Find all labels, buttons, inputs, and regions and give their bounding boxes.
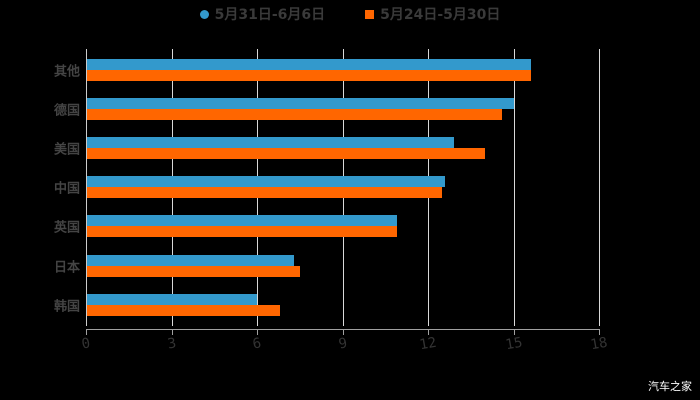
bar-current[interactable] — [87, 176, 446, 188]
category-label: 其他 — [53, 64, 80, 79]
gridline — [514, 49, 515, 326]
category-label: 英国 — [53, 220, 80, 236]
category-label: 德国 — [53, 103, 80, 119]
bar-previous[interactable] — [87, 108, 503, 120]
x-tick-label: 9 — [337, 335, 349, 353]
x-tick-label: 15 — [504, 334, 524, 354]
x-tick — [514, 329, 515, 335]
y-axis-line — [86, 49, 87, 326]
x-tick-label: 0 — [80, 335, 92, 353]
x-tick — [343, 329, 344, 335]
bar-current[interactable] — [87, 215, 397, 227]
x-tick-label: 3 — [166, 335, 178, 353]
x-tick — [86, 329, 87, 335]
bar-current[interactable] — [87, 254, 295, 266]
bar-current[interactable] — [87, 136, 454, 148]
bar-previous[interactable] — [87, 69, 531, 81]
x-tick-label: 6 — [251, 335, 263, 353]
x-tick-label: 12 — [418, 334, 438, 354]
bar-previous[interactable] — [87, 187, 443, 199]
legend-label: 5月24日-5月30日 — [380, 7, 501, 23]
x-tick — [428, 329, 429, 335]
bar-previous[interactable] — [87, 304, 280, 316]
legend-item-current[interactable]: 5月31日-6月6日 — [199, 4, 326, 24]
bar-current[interactable] — [87, 58, 531, 70]
category-label: 韩国 — [53, 299, 80, 315]
x-tick — [257, 329, 258, 335]
x-axis-line — [86, 329, 600, 330]
x-tick-label: 18 — [589, 334, 609, 354]
bar-previous[interactable] — [87, 265, 300, 277]
legend: 5月31日-6月6日 5月24日-5月30日 — [0, 4, 700, 24]
legend-label: 5月31日-6月6日 — [214, 7, 326, 23]
legend-circle-icon — [199, 9, 209, 19]
bar-previous[interactable] — [87, 147, 485, 159]
category-label: 中国 — [53, 181, 80, 197]
bar-current[interactable] — [87, 97, 514, 109]
category-label: 美国 — [53, 142, 80, 158]
bar-previous[interactable] — [87, 226, 397, 238]
gridline — [599, 49, 600, 326]
watermark: 汽车之家 — [648, 380, 692, 393]
legend-item-previous[interactable]: 5月24日-5月30日 — [365, 4, 500, 24]
x-tick — [599, 329, 600, 335]
category-label: 日本 — [53, 260, 80, 275]
bar-current[interactable] — [87, 293, 257, 305]
legend-square-icon — [365, 9, 375, 19]
x-tick — [172, 329, 173, 335]
